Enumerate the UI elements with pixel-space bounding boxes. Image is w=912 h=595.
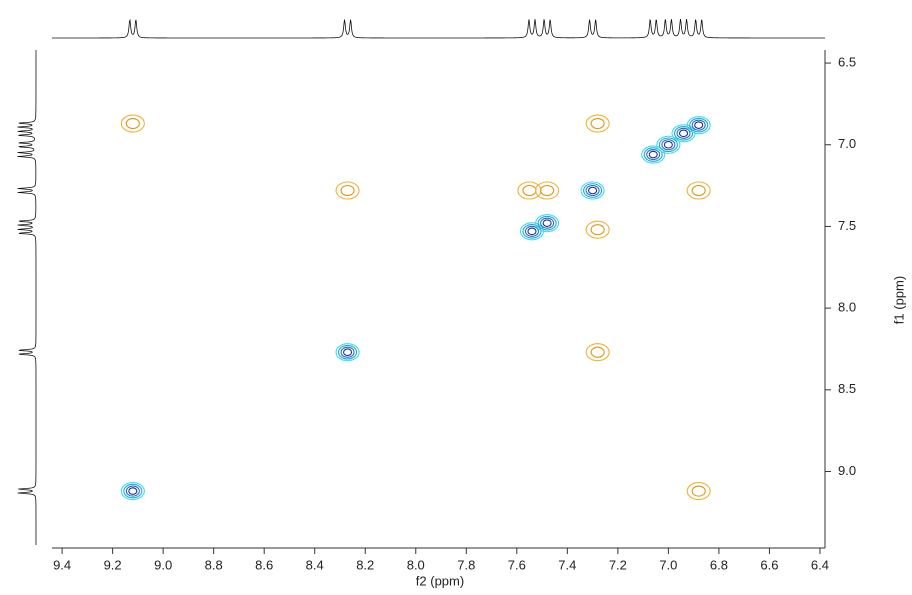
- x-tick-label: 7.6: [508, 557, 526, 572]
- contour: [590, 117, 605, 130]
- contour: [691, 119, 706, 131]
- left-projection: [17, 50, 37, 545]
- contour: [663, 140, 673, 149]
- contour: [676, 127, 691, 139]
- contour: [678, 129, 689, 138]
- contour: [661, 139, 676, 151]
- x-axis-label: f2 (ppm): [416, 573, 464, 588]
- contour: [686, 482, 711, 501]
- contour: [125, 485, 140, 497]
- x-tick-label: 8.4: [306, 557, 324, 572]
- contour: [641, 145, 666, 164]
- contour: [580, 181, 605, 200]
- contour: [588, 186, 598, 195]
- contour: [583, 183, 603, 198]
- contour: [537, 215, 557, 231]
- contour: [686, 116, 711, 135]
- contour: [686, 181, 711, 200]
- x-tick-label: 9.2: [104, 557, 122, 572]
- contour: [694, 121, 704, 129]
- x-tick-label: 7.4: [558, 557, 576, 572]
- contour: [125, 117, 140, 130]
- y-tick-label: 9.0: [838, 463, 856, 478]
- contour: [691, 184, 706, 197]
- contour: [522, 224, 542, 239]
- x-tick-label: 9.4: [53, 557, 71, 572]
- x-tick-label: 8.6: [255, 557, 273, 572]
- x-tick-label: 8.8: [205, 557, 223, 572]
- contour: [527, 227, 537, 236]
- contour: [120, 114, 145, 133]
- contour: [658, 137, 678, 153]
- contour: [646, 149, 661, 161]
- contour: [656, 135, 681, 154]
- contour: [689, 117, 709, 133]
- x-tick-label: 7.8: [457, 557, 475, 572]
- contour: [540, 184, 555, 197]
- y-tick-label: 8.0: [838, 300, 856, 315]
- contour: [671, 124, 696, 143]
- x-tick-label: 6.8: [710, 557, 728, 572]
- x-tick-label: 7.0: [659, 557, 677, 572]
- contour: [585, 114, 610, 133]
- x-tick-label: 6.4: [811, 557, 829, 572]
- contour: [585, 343, 610, 362]
- contour: [691, 485, 706, 497]
- contour: [128, 487, 138, 495]
- contour: [542, 219, 552, 227]
- y-tick-label: 7.5: [838, 218, 856, 233]
- contour: [524, 225, 540, 237]
- contour: [335, 181, 360, 200]
- contour: [648, 150, 658, 159]
- contour: [519, 222, 545, 241]
- contour: [335, 343, 360, 362]
- contour: [643, 147, 663, 162]
- contour: [340, 184, 355, 197]
- contour: [343, 348, 353, 357]
- x-tick-label: 9.0: [154, 557, 172, 572]
- contour: [123, 483, 143, 499]
- contour: [517, 181, 542, 200]
- contour: [120, 482, 145, 501]
- contour: [340, 346, 355, 358]
- y-tick-label: 7.0: [838, 136, 856, 151]
- top-projection: [52, 18, 825, 39]
- y-axis-label: f1 (ppm): [891, 276, 906, 324]
- contour: [673, 126, 694, 141]
- x-tick-label: 7.2: [609, 557, 627, 572]
- contour: [522, 184, 537, 197]
- y-tick-label: 8.5: [838, 381, 856, 396]
- contour: [585, 184, 600, 197]
- contour: [585, 220, 610, 239]
- x-tick-label: 6.6: [760, 557, 778, 572]
- contour: [338, 344, 358, 360]
- y-tick-label: 6.5: [838, 55, 856, 70]
- x-tick-label: 8.2: [356, 557, 374, 572]
- contour: [590, 346, 605, 358]
- contour: [535, 181, 560, 200]
- x-tick-label: 8.0: [407, 557, 425, 572]
- contour: [590, 224, 605, 236]
- contour: [535, 214, 560, 233]
- contour: [540, 217, 555, 229]
